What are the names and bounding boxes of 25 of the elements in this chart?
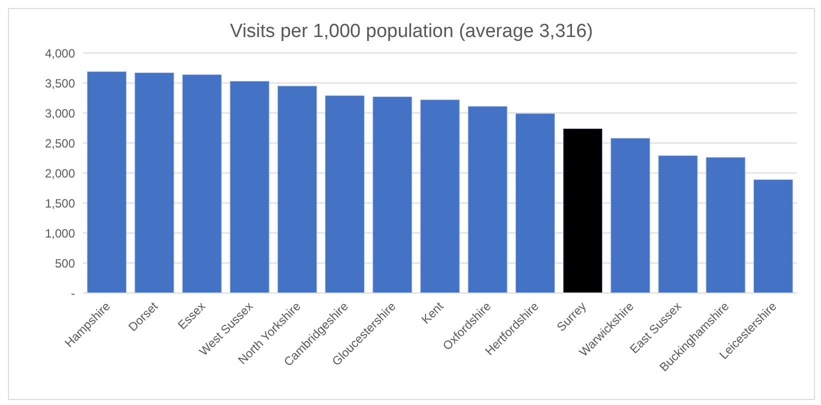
bar xyxy=(87,71,127,293)
bar xyxy=(372,96,412,293)
bar xyxy=(658,155,698,293)
bar xyxy=(134,72,174,293)
bar xyxy=(420,100,460,293)
y-tick-label: 500 xyxy=(54,256,76,270)
y-tick-label: 2,500 xyxy=(44,136,76,150)
chart-title: Visits per 1,000 population (average 3,316) xyxy=(228,21,594,43)
y-tick-label: - xyxy=(71,286,75,300)
y-tick-label: 3,500 xyxy=(44,76,76,90)
bar xyxy=(515,113,555,293)
y-tick-label: 1,500 xyxy=(44,196,76,210)
bar xyxy=(230,80,270,293)
bar xyxy=(182,74,222,293)
y-tick-label: 2,000 xyxy=(44,166,76,180)
bar xyxy=(468,106,508,293)
bar xyxy=(277,86,317,293)
bar xyxy=(706,157,746,293)
bar xyxy=(325,95,365,293)
y-tick-label: 4,000 xyxy=(44,46,76,60)
y-tick-label: 3,000 xyxy=(44,106,76,120)
bar xyxy=(610,138,650,293)
y-tick-label: 1,000 xyxy=(44,226,76,240)
bar xyxy=(753,179,793,293)
bar xyxy=(563,128,603,293)
